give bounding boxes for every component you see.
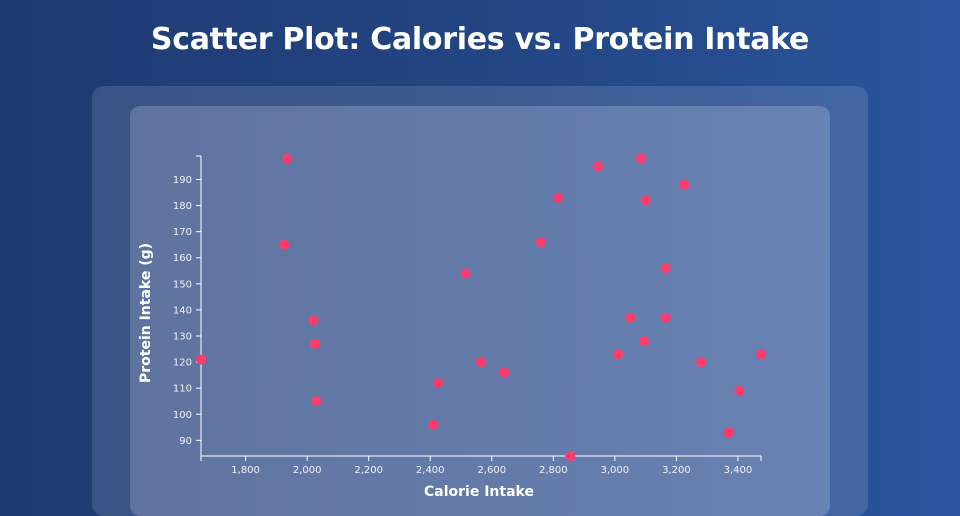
scatter-point xyxy=(660,263,671,274)
y-tick-label: 160 xyxy=(173,253,192,264)
scatter-point xyxy=(311,396,322,407)
x-tick-label: 3,000 xyxy=(601,465,630,476)
y-tick-label: 130 xyxy=(173,332,192,343)
scatter-point xyxy=(756,349,766,360)
y-tick-label: 100 xyxy=(173,410,192,421)
y-tick-label: 140 xyxy=(173,305,192,316)
y-tick-label: 110 xyxy=(173,384,192,395)
scatter-point xyxy=(282,153,293,164)
chart-card: 1,800 2,000 2,200 2,400 2,600 2,800 3,000 3,200… xyxy=(130,106,830,516)
scatter-chart: 1,800 2,000 2,200 2,400 2,600 2,800 3,000 3,200… xyxy=(138,153,766,500)
scatter-point xyxy=(428,419,439,430)
y-tick-label: 180 xyxy=(173,201,192,212)
axes: 1,800 2,000 2,200 2,400 2,600 2,800 3,000 3,200… xyxy=(173,155,762,476)
scatter-point xyxy=(636,153,646,164)
x-tick-label: 2,200 xyxy=(354,465,383,476)
scatter-point xyxy=(592,161,603,172)
y-axis-title: Protein Intake (g) xyxy=(138,243,154,383)
x-axis-title: Calorie Intake xyxy=(424,484,534,500)
scatter-point xyxy=(460,268,471,279)
x-tick-label: 1,800 xyxy=(231,465,260,476)
scatter-point xyxy=(536,237,546,248)
scatter-point xyxy=(639,336,650,347)
y-tick-label: 150 xyxy=(173,279,192,290)
y-tick-label: 170 xyxy=(173,227,192,238)
scatter-point xyxy=(552,192,563,203)
scatter-point xyxy=(612,349,623,360)
scatter-point xyxy=(432,377,443,388)
x-tick-label: 2,400 xyxy=(416,465,445,476)
scatter-point xyxy=(279,239,290,250)
scatter-point xyxy=(196,354,206,365)
x-tick-label: 3,200 xyxy=(662,465,691,476)
scatter-point xyxy=(309,338,320,349)
y-tick-label: 120 xyxy=(173,358,192,369)
scatter-point xyxy=(640,195,651,206)
scatter-point xyxy=(660,312,671,323)
scatter-point xyxy=(625,312,636,323)
scatter-point xyxy=(723,427,734,438)
data-points xyxy=(196,153,766,461)
scatter-point xyxy=(734,385,745,396)
x-tick-label: 2,000 xyxy=(293,465,322,476)
page-title: Scatter Plot: Calories vs. Protein Intak… xyxy=(150,22,810,57)
scatter-point xyxy=(696,357,706,368)
y-tick-label: 90 xyxy=(179,436,192,447)
scatter-point xyxy=(308,315,319,326)
scatter-point xyxy=(679,179,690,190)
scatter-point xyxy=(499,367,510,378)
scatter-point xyxy=(476,357,486,368)
x-tick-label: 2,600 xyxy=(477,465,506,476)
x-tick-label: 2,800 xyxy=(539,465,568,476)
y-tick-label: 190 xyxy=(173,175,192,186)
x-tick-label: 3,400 xyxy=(724,465,753,476)
scatter-point xyxy=(565,451,576,461)
